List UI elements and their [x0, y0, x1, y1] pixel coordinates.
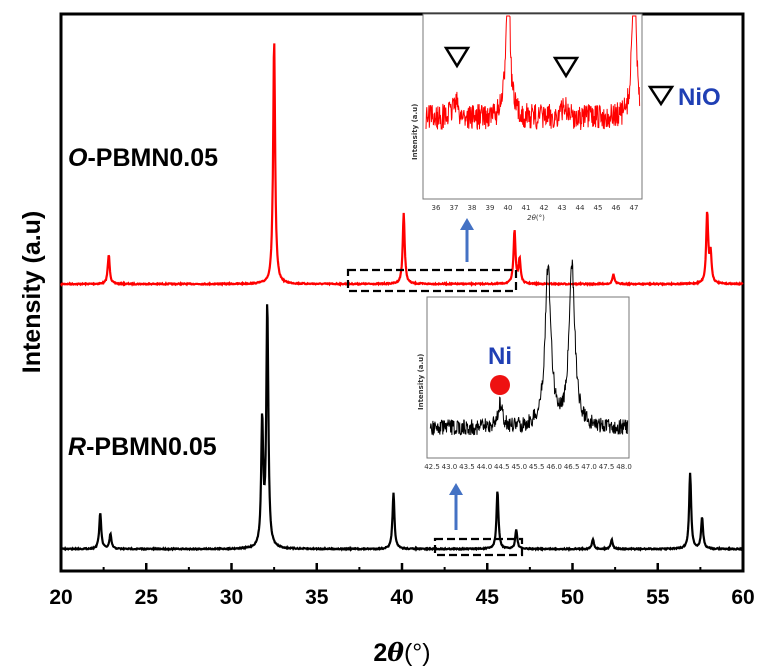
legend-nio-label: NiO [678, 84, 721, 111]
inset-tick-label: 46 [612, 204, 621, 212]
series-line-black [60, 304, 744, 553]
arrow-red-inset [460, 218, 474, 262]
inset-tick-label: 45.0 [511, 463, 527, 471]
inset-tick-label: 46.5 [564, 463, 580, 471]
inset-tick-label: 42.5 [424, 463, 440, 471]
inset-red-xlabel: 2θ(°) [527, 214, 545, 222]
inset-tick-label: 44.0 [477, 463, 493, 471]
x-tick-label: 60 [731, 586, 754, 609]
inset-red: 36 37 38 39 40 41 42 43 44 45 46 47 Intensity (a.u)… [411, 13, 643, 222]
x-axis-ticks: 20 25 30 35 40 45 50 55 60 [49, 563, 755, 609]
series-line-red [59, 43, 744, 288]
inset-tick-label: 44.5 [494, 463, 510, 471]
inset-tick-label: 36 [432, 204, 441, 212]
x-tick-label: 25 [135, 586, 159, 609]
inset-black-ylabel: Intensity (a.u) [417, 354, 425, 410]
series-label-black: R-PBMN0.05 [68, 433, 217, 461]
inset-tick-label: 43.5 [459, 463, 475, 471]
inset-black-line [429, 259, 629, 436]
x-tick-label: 35 [305, 586, 329, 609]
inset-tick-label: 41 [522, 204, 531, 212]
zoom-box-black [433, 537, 524, 557]
x-tick-label: 50 [561, 586, 584, 609]
inset-black: 42.5 43.0 43.5 44.0 44.5 45.0 45.5 46.0 46.5 47.0… [417, 259, 632, 471]
inset-tick-label: 47.0 [581, 463, 597, 471]
inset-tick-label: 39 [486, 204, 495, 212]
inset-tick-label: 45.5 [529, 463, 545, 471]
inset-tick-label: 44 [576, 204, 585, 212]
ni-marker-icon [490, 375, 510, 395]
inset-red-ylabel: Intensity (a.u) [411, 104, 419, 160]
inset-tick-label: 47 [630, 204, 639, 212]
inset-tick-label: 46.0 [546, 463, 562, 471]
inset-tick-label: 47.5 [599, 463, 615, 471]
inset-tick-label: 43 [558, 204, 567, 212]
inset-tick-label: 40 [504, 204, 513, 212]
inset-tick-label: 37 [450, 204, 459, 212]
x-tick-label: 20 [49, 586, 72, 609]
nio-triangle-icon [647, 85, 675, 107]
inset-tick-label: 42 [540, 204, 549, 212]
x-tick-label: 30 [220, 586, 243, 609]
inset-tick-label: 48.0 [616, 463, 632, 471]
inset-tick-label: 38 [468, 204, 477, 212]
legend-nio: NiO [647, 84, 721, 111]
inset-tick-label: 43.0 [442, 463, 458, 471]
zoom-box-red [346, 268, 518, 293]
x-tick-label: 45 [476, 586, 500, 609]
inset-red-line [425, 15, 641, 131]
ni-marker-label: Ni [488, 343, 512, 370]
y-axis-title: Intensity (a.u) [18, 211, 46, 374]
series-label-red: O-PBMN0.05 [68, 144, 218, 172]
arrow-black-inset [449, 483, 463, 530]
x-tick-label: 55 [646, 586, 670, 609]
inset-tick-label: 45 [594, 204, 603, 212]
x-tick-label: 40 [390, 586, 413, 609]
x-axis-title: 2θ(°) [373, 638, 430, 667]
nio-peak-triangle-icon [443, 46, 471, 69]
nio-peak-triangle-icon [552, 56, 580, 79]
